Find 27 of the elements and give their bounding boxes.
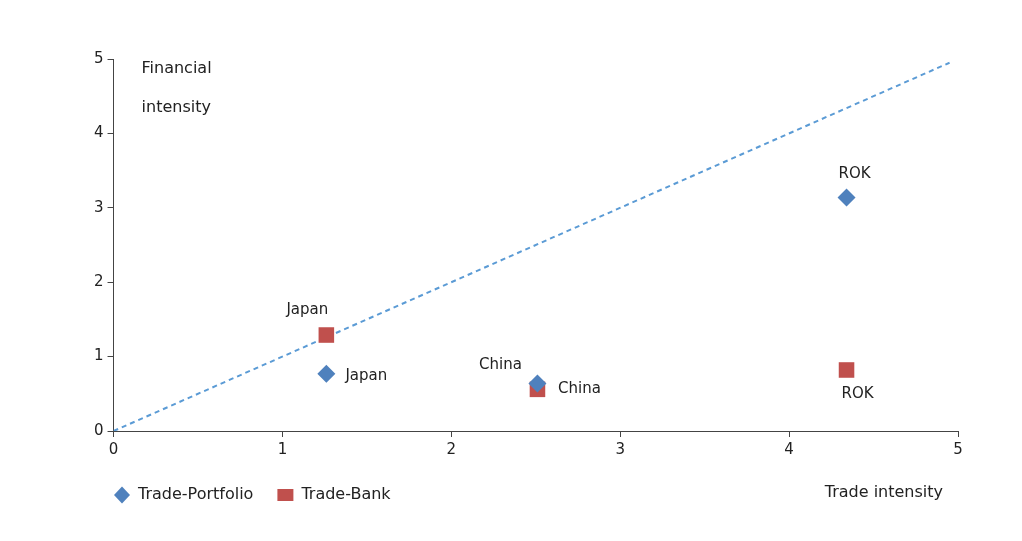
annotation: ROK	[841, 383, 875, 402]
y-tick-label: 1	[94, 346, 104, 365]
annotation: ROK	[838, 164, 872, 183]
y-tick-label: 4	[94, 123, 104, 142]
x-tick-label: 5	[953, 439, 963, 458]
point	[317, 364, 336, 383]
annotation: China	[558, 379, 601, 398]
point	[528, 374, 547, 393]
x-tick-label: 3	[615, 439, 625, 458]
text: Financial intensity	[141, 58, 212, 117]
x-tick-label: 0	[108, 439, 119, 458]
legend-label: Trade-Portfolio	[137, 484, 254, 504]
y-tick-label: 5	[94, 48, 104, 67]
point	[837, 188, 856, 207]
annotation: Japan	[285, 299, 329, 318]
point	[318, 327, 335, 343]
point	[838, 362, 855, 378]
x-tick-label: 2	[446, 439, 457, 458]
x-tick-label: 4	[784, 439, 794, 458]
y-tick-label: 2	[94, 272, 104, 291]
y-tick-label: 3	[94, 197, 104, 216]
x-tick-label: 1	[277, 439, 288, 458]
y-tick-label: 0	[94, 420, 104, 439]
x-axis-title: Trade intensity	[823, 482, 943, 502]
legend-label: Trade-Bank	[300, 484, 392, 504]
annotation: China	[479, 355, 522, 374]
annotation: Japan	[344, 365, 388, 384]
